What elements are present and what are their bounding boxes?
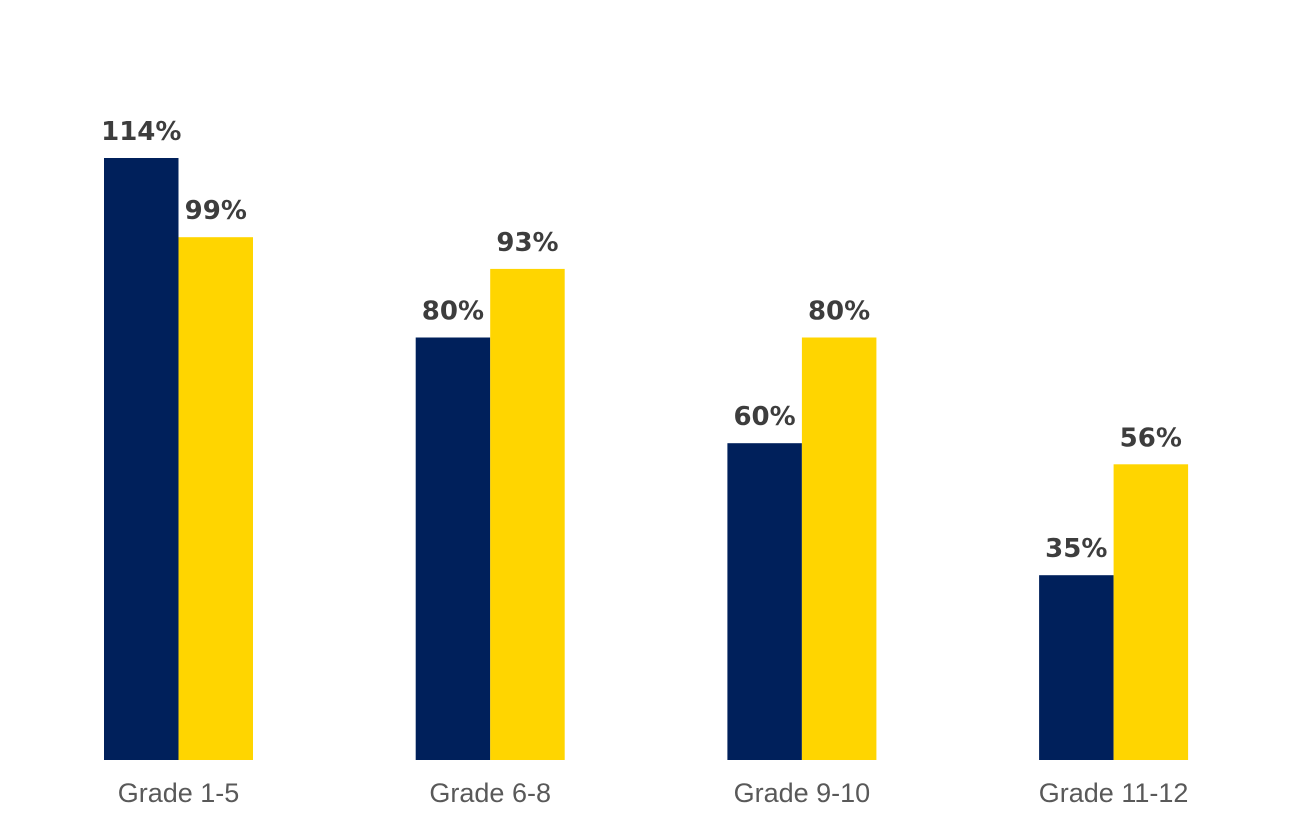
x-tick-label: Grade 11-12: [1039, 778, 1189, 808]
value-label: 99%: [185, 196, 247, 226]
bars-group: [104, 158, 1189, 760]
x-tick-label: Grade 9-10: [734, 778, 871, 808]
bar-grade-11-12-series-1: [1039, 575, 1114, 760]
bar-grade-6-8-series-1: [415, 337, 491, 760]
value-label: 60%: [733, 402, 795, 432]
category-labels-group: Grade 1-5 Grade 6-8 Grade 9-10 Grade 11-12: [118, 778, 1189, 808]
value-label: 80%: [422, 297, 484, 327]
bar-grade-11-12-series-2: [1113, 464, 1189, 760]
x-tick-label: Grade 6-8: [429, 778, 551, 808]
bar-grade-1-5-series-1: [104, 158, 179, 760]
value-label: 80%: [808, 297, 870, 327]
bar-grade-9-10-series-2: [801, 337, 877, 760]
value-label: 93%: [496, 228, 558, 258]
bar-grade-1-5-series-2: [178, 237, 253, 760]
value-label: 114%: [101, 117, 181, 147]
bar-grade-6-8-series-2: [490, 268, 565, 760]
bar-grade-9-10-series-1: [727, 443, 802, 760]
value-label: 56%: [1120, 423, 1182, 453]
value-labels-group: 114% 99% 80% 93% 60% 80% 35% 56%: [101, 117, 1182, 564]
value-label: 35%: [1045, 534, 1107, 564]
x-tick-label: Grade 1-5: [118, 778, 240, 808]
